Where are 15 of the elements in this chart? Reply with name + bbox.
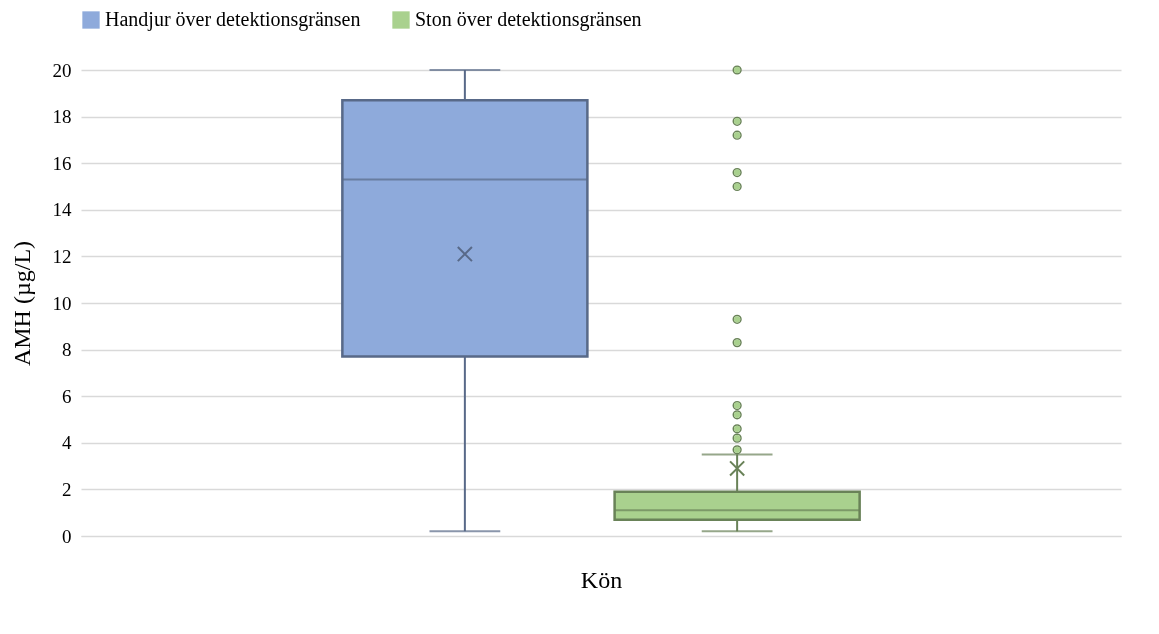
y-tick-label: 4 — [62, 432, 72, 454]
y-tick-label: 0 — [62, 525, 72, 547]
y-tick-label: 18 — [52, 106, 72, 128]
x-axis-title: Kön — [580, 566, 623, 593]
y-tick-label: 2 — [62, 478, 72, 500]
legend-label: Ston över detektionsgränsen — [415, 8, 642, 31]
y-tick-label: 6 — [62, 385, 72, 407]
y-tick-label: 16 — [52, 152, 72, 174]
y-tick-label: 8 — [62, 339, 72, 361]
y-tick-label: 10 — [52, 292, 72, 314]
y-tick-label: 12 — [52, 245, 72, 267]
legend-label: Handjur över detektionsgränsen — [105, 8, 361, 31]
y-tick-label: 14 — [52, 199, 72, 221]
y-tick-label: 20 — [52, 59, 72, 81]
y-axis-title: AMH (µg/L) — [8, 240, 35, 367]
